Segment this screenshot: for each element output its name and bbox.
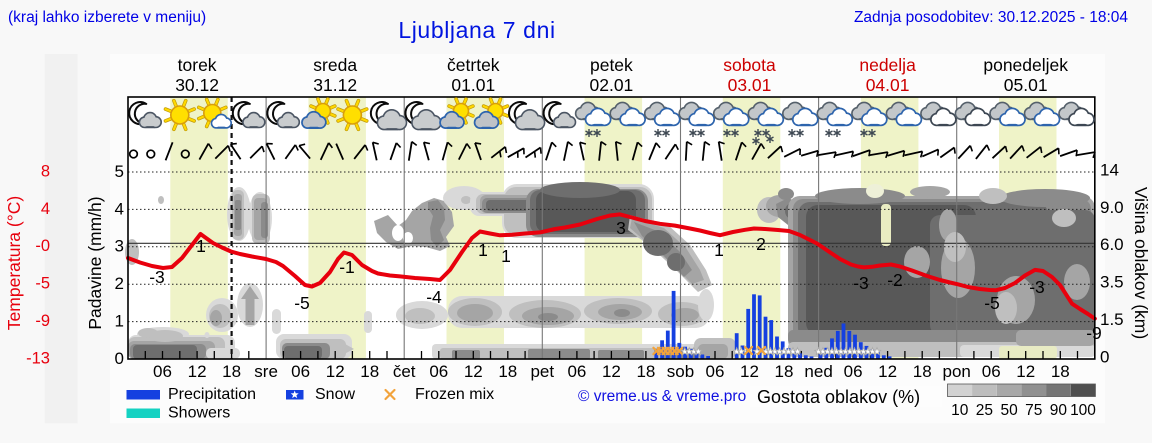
svg-text:31.12: 31.12 — [313, 75, 357, 95]
svg-text:torek: torek — [178, 55, 217, 75]
svg-text:-2: -2 — [887, 270, 903, 290]
svg-text:18: 18 — [636, 362, 655, 381]
svg-text:12: 12 — [326, 362, 345, 381]
svg-text:Padavine (mm/h): Padavine (mm/h) — [85, 196, 105, 329]
svg-text:4: 4 — [115, 199, 124, 218]
svg-text:1: 1 — [478, 240, 488, 260]
svg-text:2: 2 — [115, 274, 124, 293]
svg-text:sre: sre — [254, 362, 278, 381]
svg-text:12: 12 — [188, 362, 207, 381]
svg-text:1: 1 — [501, 246, 511, 266]
svg-text:-9: -9 — [35, 312, 50, 330]
svg-text:nedelja: nedelja — [859, 55, 916, 75]
svg-text:-5: -5 — [984, 293, 1000, 313]
svg-text:18: 18 — [913, 362, 932, 381]
svg-text:Frozen mix: Frozen mix — [415, 386, 494, 403]
svg-text:06: 06 — [153, 362, 172, 381]
svg-text:petek: petek — [590, 55, 633, 75]
svg-text:-0: -0 — [35, 237, 50, 255]
svg-text:06: 06 — [706, 362, 725, 381]
svg-text:14: 14 — [1100, 160, 1119, 179]
svg-text:06: 06 — [291, 362, 310, 381]
svg-text:Temperatura (°C): Temperatura (°C) — [4, 196, 24, 330]
svg-text:01.01: 01.01 — [451, 75, 495, 95]
svg-text:1: 1 — [714, 240, 724, 260]
svg-text:04.01: 04.01 — [866, 75, 910, 95]
svg-text:18: 18 — [222, 362, 241, 381]
svg-text:Showers: Showers — [168, 405, 230, 422]
svg-text:75: 75 — [1025, 402, 1042, 419]
svg-text:12: 12 — [740, 362, 759, 381]
svg-text:18: 18 — [775, 362, 794, 381]
svg-text:-3: -3 — [1029, 277, 1045, 297]
svg-text:30.12: 30.12 — [175, 75, 219, 95]
svg-text:1: 1 — [196, 236, 206, 256]
svg-text:sreda: sreda — [313, 55, 357, 75]
svg-text:Zadnja posodobitev: 30.12.2025: Zadnja posodobitev: 30.12.2025 - 18:04 — [854, 9, 1128, 26]
svg-text:pet: pet — [530, 362, 554, 381]
svg-text:8: 8 — [41, 162, 50, 180]
svg-text:1: 1 — [115, 312, 124, 331]
svg-text:Snow: Snow — [315, 386, 355, 403]
svg-text:ned: ned — [804, 362, 832, 381]
svg-text:12: 12 — [602, 362, 621, 381]
svg-text:0: 0 — [115, 349, 124, 368]
svg-text:12: 12 — [1016, 362, 1035, 381]
svg-text:10: 10 — [951, 402, 969, 419]
svg-text:12: 12 — [878, 362, 897, 381]
svg-text:25: 25 — [976, 402, 993, 419]
svg-text:50: 50 — [1000, 402, 1018, 419]
svg-text:0: 0 — [1100, 348, 1109, 367]
svg-text:Ljubljana 7 dni: Ljubljana 7 dni — [398, 17, 555, 43]
svg-text:Gostota oblakov (%): Gostota oblakov (%) — [757, 387, 920, 407]
svg-text:-13: -13 — [26, 350, 50, 368]
svg-text:četrtek: četrtek — [447, 55, 500, 75]
svg-text:Precipitation: Precipitation — [168, 386, 256, 403]
svg-text:-5: -5 — [35, 275, 50, 293]
svg-text:sob: sob — [667, 362, 694, 381]
svg-text:18: 18 — [498, 362, 517, 381]
svg-text:Višina oblakov (km): Višina oblakov (km) — [1131, 187, 1151, 339]
svg-text:sobota: sobota — [723, 55, 776, 75]
svg-text:-5: -5 — [294, 293, 310, 313]
svg-text:3.5: 3.5 — [1100, 273, 1124, 292]
svg-text:© vreme.us & vreme.pro: © vreme.us & vreme.pro — [578, 388, 746, 405]
svg-text:3: 3 — [616, 218, 626, 238]
svg-text:2: 2 — [756, 234, 766, 254]
svg-text:12: 12 — [464, 362, 483, 381]
svg-text:03.01: 03.01 — [728, 75, 772, 95]
svg-text:06: 06 — [567, 362, 586, 381]
svg-text:1.5: 1.5 — [1100, 310, 1124, 329]
svg-text:100: 100 — [1070, 402, 1096, 419]
svg-text:02.01: 02.01 — [590, 75, 634, 95]
svg-text:-9: -9 — [1086, 323, 1102, 343]
svg-text:9.0: 9.0 — [1100, 198, 1124, 217]
svg-text:-1: -1 — [339, 257, 355, 277]
svg-text:06: 06 — [982, 362, 1001, 381]
svg-text:-3: -3 — [853, 273, 869, 293]
svg-text:18: 18 — [1051, 362, 1070, 381]
svg-text:05.01: 05.01 — [1004, 75, 1048, 95]
svg-text:čet: čet — [393, 362, 416, 381]
svg-text:06: 06 — [429, 362, 448, 381]
svg-text:-3: -3 — [149, 267, 165, 287]
svg-text:(kraj lahko izberete v meniju): (kraj lahko izberete v meniju) — [8, 9, 206, 26]
svg-text:06: 06 — [844, 362, 863, 381]
svg-text:5: 5 — [115, 162, 124, 181]
svg-text:-4: -4 — [426, 287, 442, 307]
svg-text:18: 18 — [360, 362, 379, 381]
svg-text:6.0: 6.0 — [1100, 235, 1124, 254]
svg-text:pon: pon — [943, 362, 971, 381]
svg-text:ponedeljek: ponedeljek — [983, 55, 1068, 75]
svg-text:3: 3 — [115, 237, 124, 256]
svg-text:90: 90 — [1050, 402, 1068, 419]
svg-text:4: 4 — [41, 200, 50, 218]
